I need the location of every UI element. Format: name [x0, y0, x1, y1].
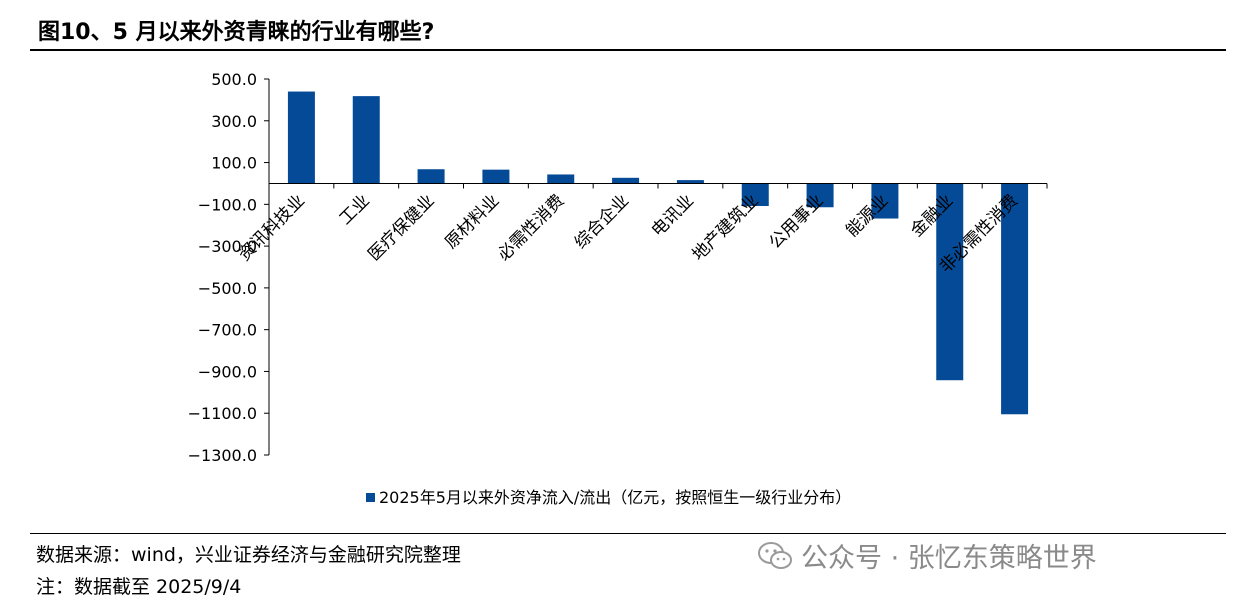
y-tick-label: −1300.0	[188, 446, 257, 465]
wechat-label: 公众号 · 张忆东策略世界	[801, 543, 1097, 574]
y-tick-label: −700.0	[198, 321, 257, 340]
y-tick-label: 100.0	[211, 154, 257, 173]
x-category-label: 原材料业	[441, 191, 503, 253]
wechat-icon	[758, 541, 792, 569]
bar-chart: 500.0 300.0 100.0 −100.0 −300.0 −500.0 −700.0 −…	[188, 70, 1048, 507]
bar	[352, 96, 380, 184]
bar	[871, 183, 899, 219]
x-category-label: 工业	[336, 191, 374, 229]
x-category-label: 综合企业	[571, 191, 633, 253]
legend-swatch	[366, 493, 375, 502]
y-tick-label: −500.0	[198, 279, 257, 298]
x-category-label: 地产建筑业	[689, 191, 763, 265]
bar	[612, 177, 640, 184]
y-tick-label: −300.0	[198, 237, 257, 256]
bar	[741, 183, 769, 207]
bar	[547, 174, 575, 184]
y-tick-label: −900.0	[198, 362, 257, 381]
x-category-label: 医疗保健业	[364, 191, 438, 265]
wechat-watermark: 公众号 · 张忆东策略世界	[757, 536, 1097, 575]
title-divider	[30, 49, 1226, 51]
data-source-note: 数据来源：wind，兴业证券经济与金融研究院整理	[36, 544, 461, 566]
x-category-label: 电讯业	[648, 191, 698, 241]
bar	[482, 169, 510, 184]
bar	[806, 183, 834, 208]
footer-divider	[30, 533, 1226, 534]
y-tick-label: −1100.0	[188, 404, 257, 423]
bar	[1001, 183, 1029, 415]
data-date-note: 注：数据截至 2025/9/4	[36, 576, 242, 598]
chart-title: 图10、5 月以来外资青睐的行业有哪些?	[38, 20, 435, 45]
bar	[676, 180, 704, 184]
bar	[417, 169, 445, 184]
bar	[936, 183, 964, 381]
y-tick-label: −100.0	[198, 195, 257, 214]
x-category-label: 公用事业	[765, 191, 827, 253]
y-tick-label: 300.0	[211, 112, 257, 131]
y-tick-label: 500.0	[211, 70, 257, 89]
legend-label: 2025年5月以来外资净流入/流出（亿元，按照恒生一级行业分布）	[379, 488, 851, 507]
bar	[287, 91, 315, 184]
x-category-label: 必需性消费	[494, 191, 568, 265]
